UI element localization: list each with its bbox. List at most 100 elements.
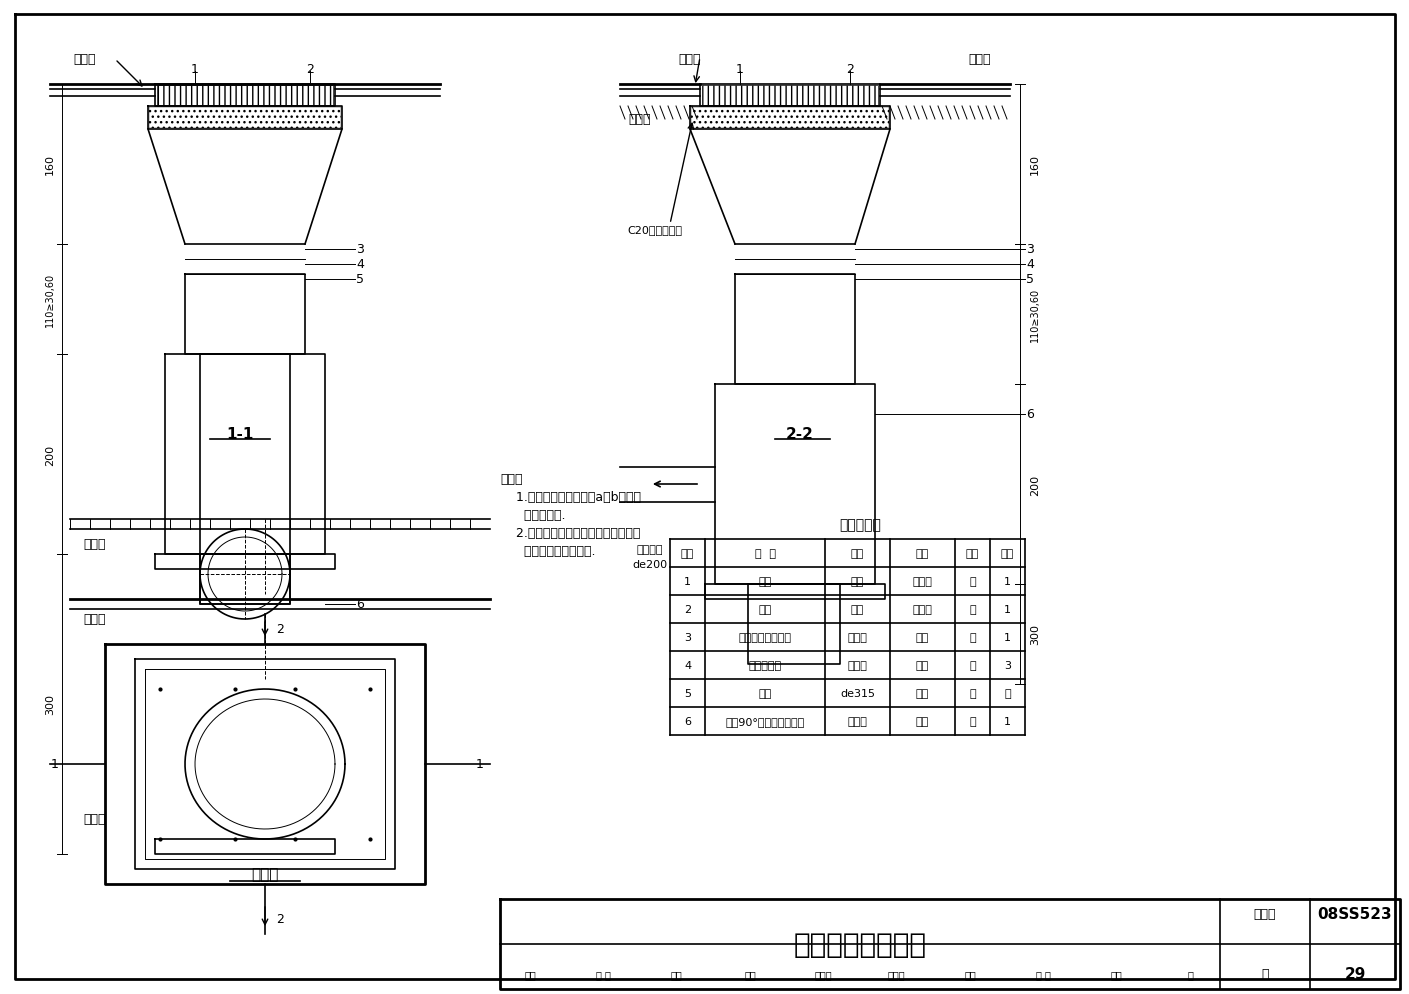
Text: 按设计: 按设计	[848, 632, 868, 642]
Text: 个: 个	[969, 577, 976, 586]
Text: 单位: 单位	[967, 549, 979, 559]
Text: 1: 1	[476, 757, 483, 770]
Text: 2-2: 2-2	[786, 427, 814, 442]
Text: 按设计: 按设计	[848, 660, 868, 670]
Text: 盖座内边长.: 盖座内边长.	[500, 509, 565, 522]
Text: 设计: 设计	[964, 969, 976, 979]
Text: 个: 个	[969, 717, 976, 727]
Text: 雨水口管: 雨水口管	[637, 545, 664, 555]
Text: －: －	[1005, 688, 1010, 699]
Bar	[702, 85, 878, 106]
Text: 人行道: 人行道	[969, 54, 992, 67]
Text: 6: 6	[683, 717, 690, 727]
Text: 个: 个	[969, 604, 976, 614]
Text: 2.由于北方与南方井深不一样，设置: 2.由于北方与南方井深不一样，设置	[500, 527, 640, 540]
Text: 盖座: 盖座	[758, 604, 772, 614]
Text: 160: 160	[45, 154, 55, 175]
Text: 2: 2	[306, 64, 314, 77]
Text: 绿庄: 绿庄	[671, 969, 682, 979]
Text: 车行道: 车行道	[83, 538, 106, 551]
Text: 300: 300	[45, 694, 55, 715]
Text: 人行道: 人行道	[83, 813, 106, 826]
Text: 1: 1	[735, 64, 744, 77]
Text: 29: 29	[1344, 966, 1365, 981]
Text: 200: 200	[1030, 474, 1040, 495]
Text: 盖板: 盖板	[758, 577, 772, 586]
Text: 6: 6	[1026, 409, 1034, 421]
Text: 页: 页	[1261, 967, 1268, 980]
Text: 300: 300	[1030, 624, 1040, 645]
Text: 个: 个	[969, 632, 976, 642]
Text: 万水: 万水	[1110, 969, 1123, 979]
Text: 规格: 规格	[851, 549, 864, 559]
Text: 110≥30,60: 110≥30,60	[1030, 287, 1040, 342]
Text: 按设计: 按设计	[848, 717, 868, 727]
Text: 4: 4	[683, 660, 690, 670]
Text: 成品: 成品	[851, 577, 864, 586]
Text: 1: 1	[51, 757, 59, 770]
Text: 混凝土: 混凝土	[913, 604, 933, 614]
Text: 审核: 审核	[524, 969, 535, 979]
Text: 160: 160	[1030, 154, 1040, 175]
Text: 混凝土: 混凝土	[913, 577, 933, 586]
Text: 名  称: 名 称	[754, 549, 775, 559]
Text: 立算式单算雨水口: 立算式单算雨水口	[793, 930, 927, 958]
Text: 序号: 序号	[681, 549, 695, 559]
Text: 2: 2	[845, 64, 854, 77]
Text: 页: 页	[1186, 969, 1193, 979]
Text: 橡胶密封圈: 橡胶密封圈	[748, 660, 782, 670]
Text: de315: de315	[840, 688, 875, 699]
Text: 3: 3	[1026, 244, 1034, 256]
Text: 110≥30,60: 110≥30,60	[45, 272, 55, 327]
Text: 3: 3	[1005, 660, 1012, 670]
Text: 1: 1	[1005, 632, 1012, 642]
Text: 主要材料表: 主要材料表	[840, 518, 881, 532]
Text: 立缘石: 立缘石	[83, 613, 106, 626]
Text: 5: 5	[683, 688, 690, 699]
Text: 2: 2	[683, 604, 690, 614]
Text: 井筒以便于调节深度.: 井筒以便于调节深度.	[500, 545, 596, 558]
Text: 塑料: 塑料	[916, 717, 929, 727]
Text: 路面进水过渡接头: 路面进水过渡接头	[738, 632, 792, 642]
Text: 2: 2	[276, 912, 285, 925]
Text: 材料: 材料	[916, 549, 929, 559]
Text: 200: 200	[45, 444, 55, 465]
Text: 立缘石: 立缘石	[73, 54, 96, 67]
Text: 塑料: 塑料	[916, 688, 929, 699]
Text: 1: 1	[683, 577, 690, 586]
Text: 直立90°弯头雨水井井座: 直立90°弯头雨水井井座	[726, 717, 805, 727]
Bar	[149, 108, 341, 129]
Text: 万 水: 万 水	[1036, 969, 1051, 979]
Text: 个: 个	[969, 660, 976, 670]
Text: 橡胶: 橡胶	[916, 660, 929, 670]
Text: 3: 3	[356, 244, 364, 256]
Text: 成品: 成品	[851, 604, 864, 614]
Text: 5: 5	[1026, 273, 1034, 286]
Text: 2: 2	[276, 623, 285, 636]
Text: 米: 米	[969, 688, 976, 699]
Text: 张 燕: 张 燕	[596, 969, 610, 979]
Text: 1: 1	[1005, 577, 1012, 586]
Text: 立缘石: 立缘石	[679, 54, 702, 67]
Text: C20细石混凝土: C20细石混凝土	[627, 225, 682, 235]
Text: 塑料: 塑料	[916, 632, 929, 642]
Text: 车行道: 车行道	[628, 113, 651, 126]
Text: 4: 4	[356, 258, 364, 271]
Text: 6: 6	[356, 598, 364, 611]
Text: 数量: 数量	[1000, 549, 1014, 559]
Text: 校对: 校对	[744, 969, 755, 979]
Text: 说明：: 说明：	[500, 473, 523, 486]
Text: 张文华: 张文华	[814, 969, 833, 979]
Text: 1-1: 1-1	[227, 427, 254, 442]
Text: 平面图: 平面图	[251, 867, 279, 882]
Bar	[690, 108, 889, 129]
Text: 1: 1	[1005, 717, 1012, 727]
Text: 沙文华: 沙文华	[888, 969, 906, 979]
Bar	[156, 85, 333, 106]
Text: 4: 4	[1026, 258, 1034, 271]
Text: 08SS523: 08SS523	[1317, 907, 1392, 921]
Text: de200: de200	[633, 560, 668, 570]
Text: 1: 1	[192, 64, 199, 77]
Text: 图集号: 图集号	[1254, 908, 1277, 920]
Text: 3: 3	[683, 632, 690, 642]
